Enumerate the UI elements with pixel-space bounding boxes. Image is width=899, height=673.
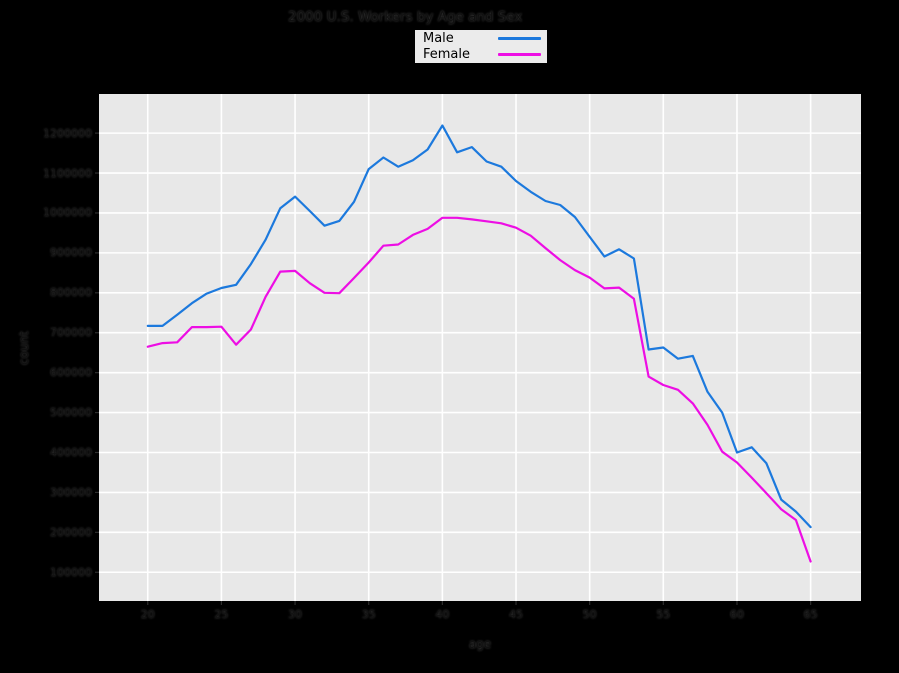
y-axis-label: count	[17, 331, 31, 365]
legend-line-female-swatch	[498, 52, 541, 56]
xtick-label-45: 45	[509, 608, 524, 621]
xtick-label-35: 35	[361, 608, 376, 621]
xtick-label-40: 40	[435, 608, 450, 621]
ytick-label-400000: 400000	[50, 445, 92, 459]
series-line-male	[146, 124, 812, 529]
tick-marks	[95, 132, 812, 605]
xtick-label-20: 20	[140, 608, 155, 621]
legend-line-male-swatch	[498, 37, 541, 41]
xtick-label-50: 50	[582, 608, 597, 621]
legend-label-female: Female	[423, 46, 471, 62]
chart-title: 2000 U.S. Workers by Age and Sex	[288, 9, 523, 25]
ytick-label-700000: 700000	[50, 326, 92, 340]
legend-label-male: Male	[423, 31, 454, 47]
xtick-label-65: 65	[803, 608, 818, 621]
ytick-label-100000: 100000	[50, 565, 92, 579]
xtick-label-55: 55	[656, 608, 671, 621]
ytick-label-800000: 800000	[50, 286, 92, 300]
plot-panel	[99, 94, 861, 601]
gridlines	[99, 94, 861, 601]
ytick-label-900000: 900000	[50, 246, 92, 260]
ytick-label-300000: 300000	[50, 485, 92, 499]
xtick-label-60: 60	[729, 608, 744, 621]
series-lines	[146, 124, 812, 563]
ytick-label-600000: 600000	[50, 366, 92, 380]
ytick-label-1200000: 1200000	[43, 126, 92, 140]
ytick-label-200000: 200000	[50, 525, 92, 539]
series-line-female	[146, 216, 812, 563]
ytick-label-1000000: 1000000	[43, 206, 92, 220]
x-axis-label: age	[468, 637, 492, 651]
ytick-label-1100000: 1100000	[43, 166, 92, 180]
legend: Male Female	[415, 30, 547, 63]
ytick-label-500000: 500000	[50, 406, 92, 420]
legend-item-female: Female	[423, 47, 541, 62]
legend-item-male: Male	[423, 31, 541, 46]
xtick-label-25: 25	[214, 608, 229, 621]
xtick-label-30: 30	[288, 608, 303, 621]
